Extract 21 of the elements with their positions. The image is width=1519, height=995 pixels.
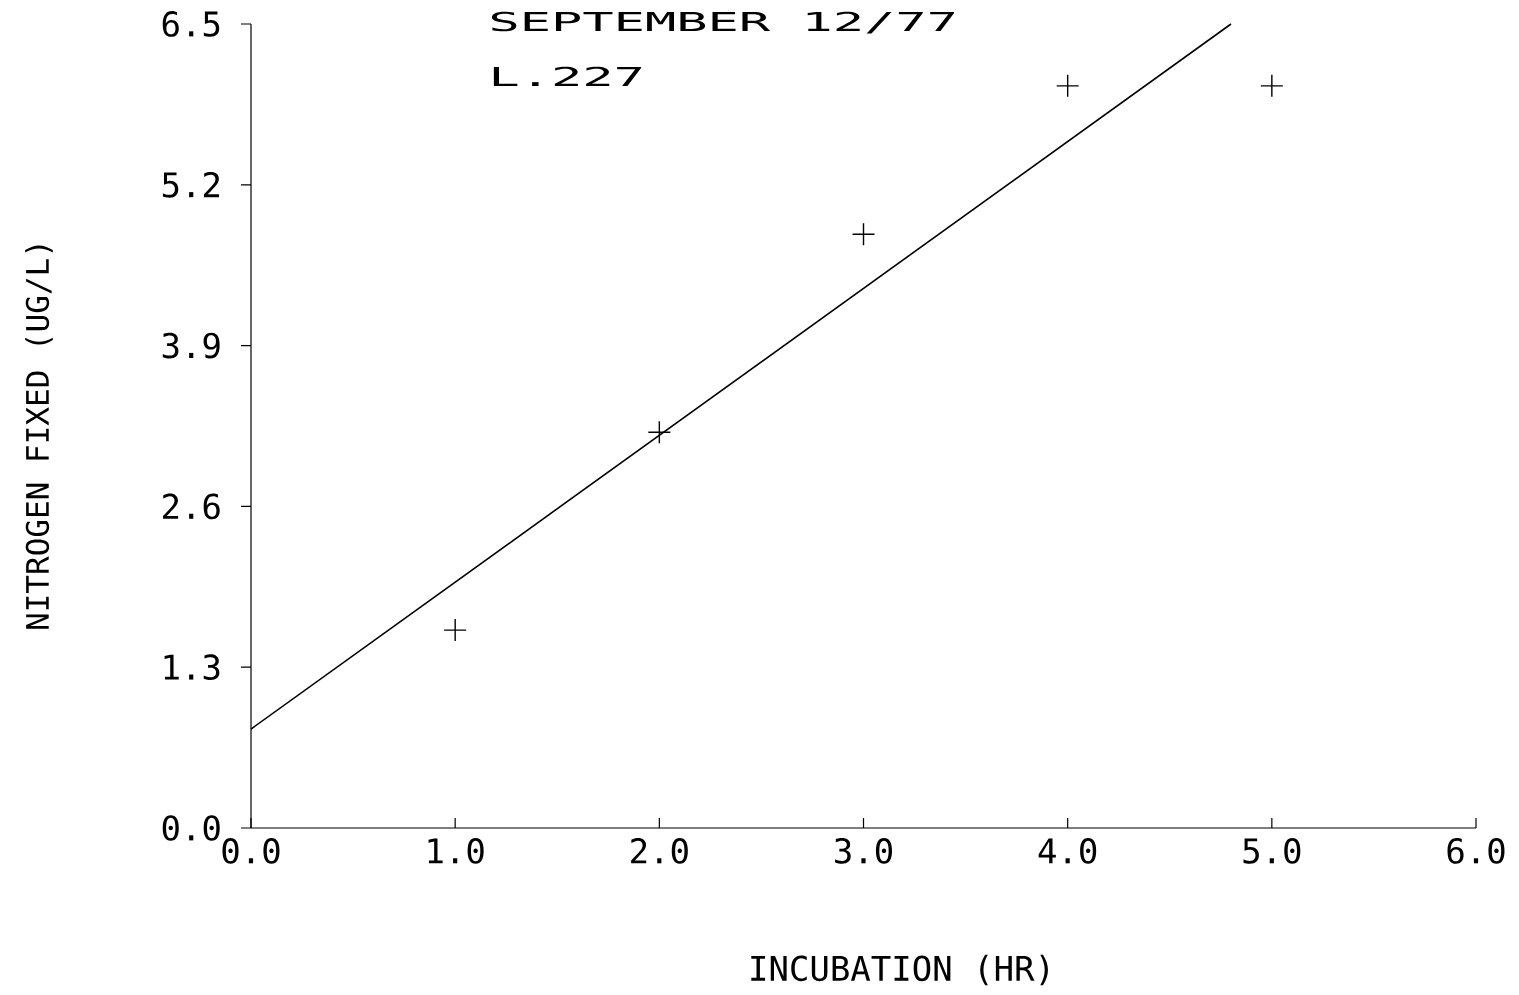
x-axis-title: INCUBATION (HR) bbox=[751, 954, 1048, 986]
point bbox=[1260, 74, 1283, 97]
y-axis-title: NITROGEN FIXED (UG/L) bbox=[25, 245, 53, 629]
y-tick-label: 5.2 bbox=[162, 171, 220, 198]
y-tick-label: 1.3 bbox=[164, 654, 220, 681]
y-tick-label: 2.6 bbox=[163, 493, 220, 520]
x-tick-label: 4.0 bbox=[1038, 838, 1097, 864]
point bbox=[1056, 74, 1079, 97]
text: L.227 bbox=[493, 66, 642, 86]
x-tick-label: 2.0 bbox=[631, 838, 688, 864]
x-tick-label: 5.0 bbox=[1243, 838, 1301, 864]
x-tick-label: 6.0 bbox=[1447, 838, 1505, 864]
y-tick-label: 6.5 bbox=[162, 11, 220, 37]
point bbox=[444, 619, 467, 642]
y-tick-label: 3.9 bbox=[162, 332, 220, 359]
chart-title: SEPTEMBER 12/77 bbox=[491, 11, 955, 34]
y-tick-label: 0.0 bbox=[162, 815, 220, 841]
x-tick-label: 3.0 bbox=[835, 838, 892, 864]
point bbox=[648, 421, 671, 444]
x-tick-label: 1.0 bbox=[428, 838, 484, 864]
x-tick-label: 0.0 bbox=[222, 838, 280, 864]
